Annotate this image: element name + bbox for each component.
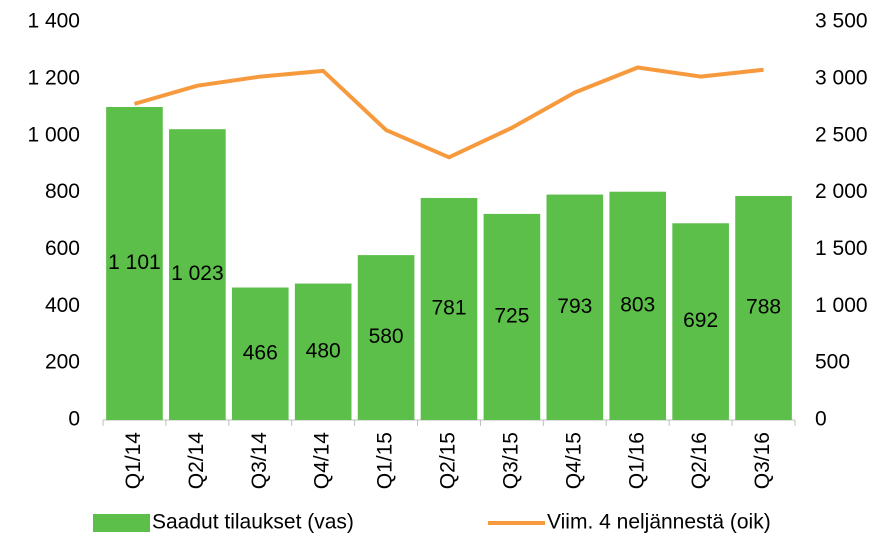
legend-label: Viim. 4 neljännestä (oik) [547,511,771,534]
line [133,65,764,160]
y2-tick-label: 2 500 [815,123,868,146]
y-tick-label: 1 000 [27,123,80,146]
x-tick-label: Q4/14 [311,432,334,490]
y2-tick-label: 0 [815,408,827,431]
x-tick-label: Q4/15 [562,432,585,489]
data-label: 1 101 [108,251,161,274]
y2-tick-label: 1 000 [815,294,868,317]
x-tick-label: Q1/16 [625,432,648,489]
x-tick-label: Q2/15 [437,432,460,489]
data-label: 793 [557,295,592,318]
y-tick-label: 400 [45,294,80,317]
data-label: 781 [431,297,466,320]
bar [483,213,541,420]
bar [609,191,667,420]
bar [735,195,792,420]
x-tick-label: Q3/14 [248,432,271,490]
bar [294,283,352,420]
data-label: 1 023 [171,262,224,285]
x-tick-label: Q3/15 [499,432,522,489]
bar [169,129,226,420]
data-label: 725 [494,304,529,327]
legend-label: Saadut tilaukset (vas) [152,511,354,534]
x-tick-label: Q2/14 [185,432,208,490]
y-tick-label: 1 400 [27,10,80,33]
data-label: 788 [746,296,781,319]
data-label: 466 [243,341,278,364]
bar [420,197,478,420]
data-label: 803 [620,293,655,316]
x-tick-label: Q1/14 [122,432,145,490]
data-label: 692 [683,309,718,332]
y2-tick-label: 3 000 [815,66,868,89]
y2-tick-label: 2 000 [815,180,868,203]
y-tick-label: 1 200 [27,66,80,89]
x-tick-label: Q3/16 [751,432,774,489]
y-tick-label: 600 [45,237,80,260]
bar [672,223,729,420]
y-tick-label: 800 [45,180,80,203]
bar [231,287,289,420]
data-label: 480 [306,339,341,362]
y-tick-label: 0 [68,408,80,431]
y2-tick-label: 500 [815,351,850,374]
y2-tick-label: 3 500 [815,10,868,33]
x-tick-label: Q2/16 [688,432,711,489]
x-tick-label: Q1/15 [374,432,397,489]
bar [106,107,163,420]
bar [546,194,604,420]
data-label: 580 [369,325,404,348]
y-tick-label: 200 [45,351,80,374]
legend-swatch [93,514,150,532]
bar [357,255,415,420]
y2-tick-label: 1 500 [815,237,868,260]
